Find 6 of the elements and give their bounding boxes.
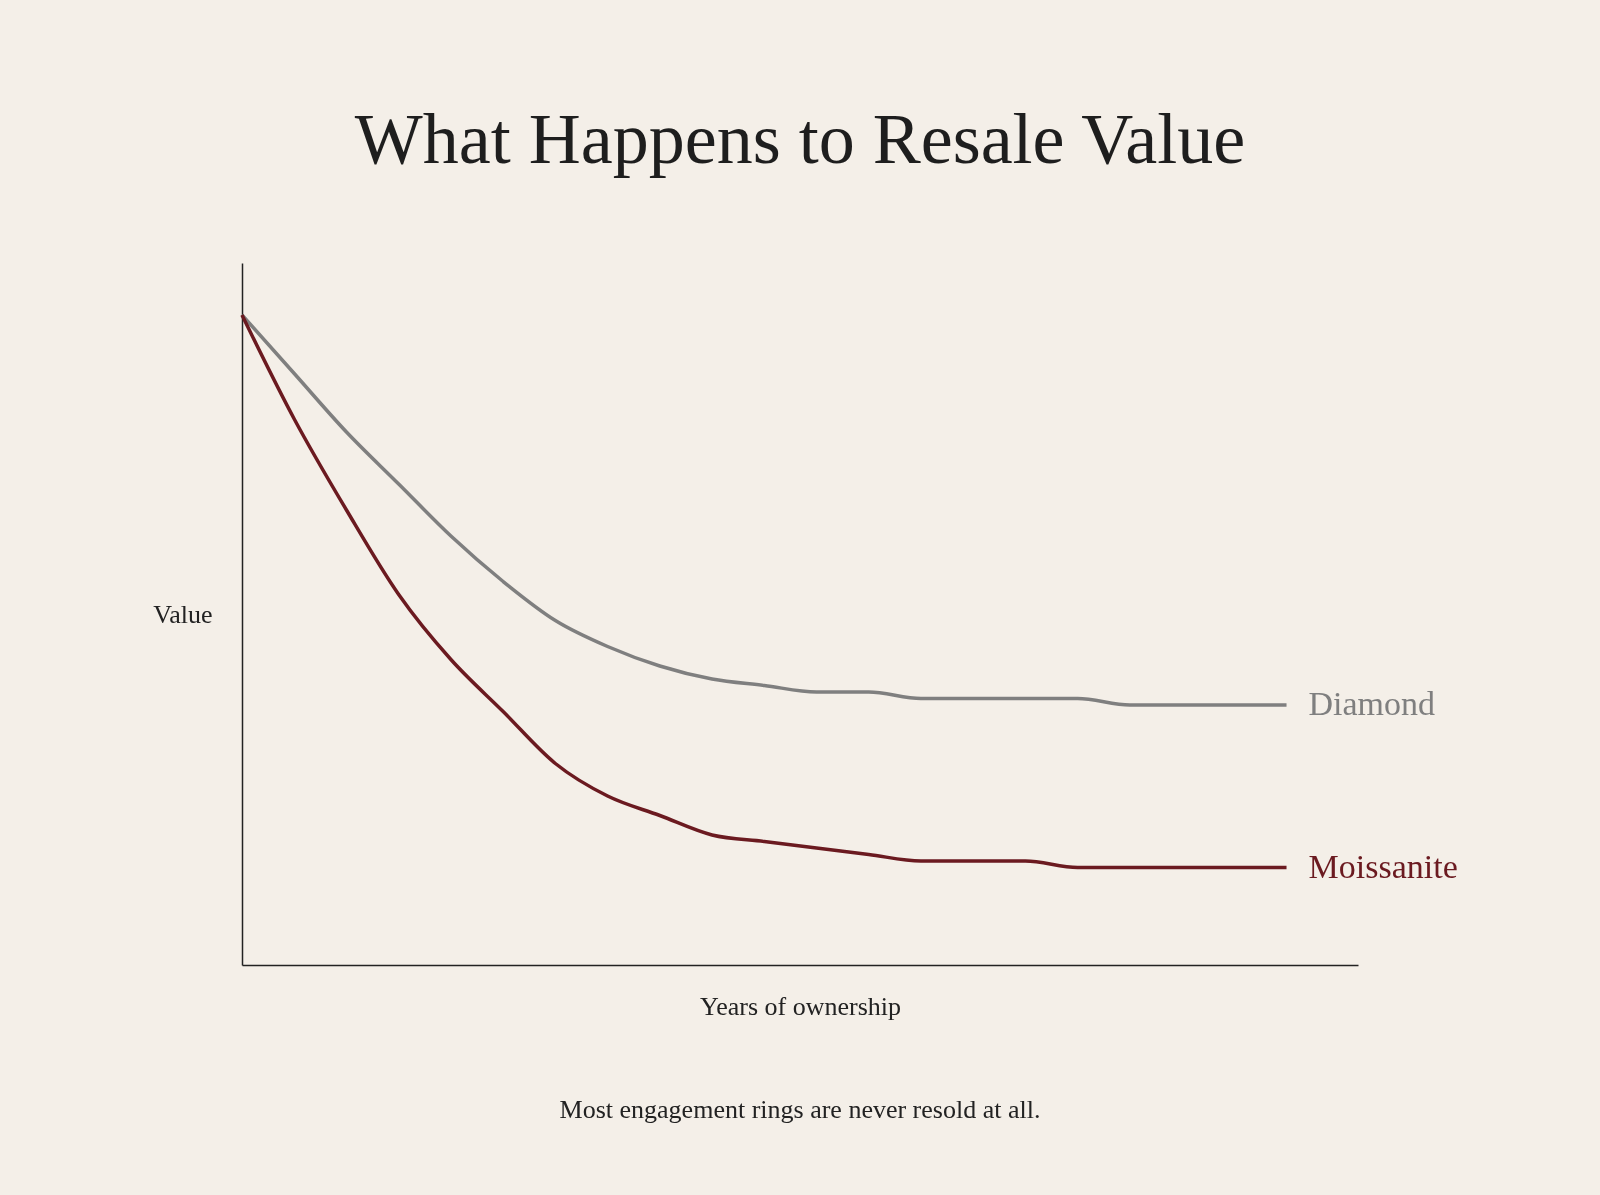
series-label: Diamond — [1308, 685, 1436, 722]
series-label: Moissanite — [1308, 847, 1458, 885]
chart-title: What Happens to Resale Value — [354, 99, 1246, 179]
x-axis-title: Years of ownership — [699, 991, 902, 1021]
text: Most engagement rings are never resold at all. — [559, 1095, 1041, 1124]
y-axis-title: Value — [153, 599, 213, 629]
